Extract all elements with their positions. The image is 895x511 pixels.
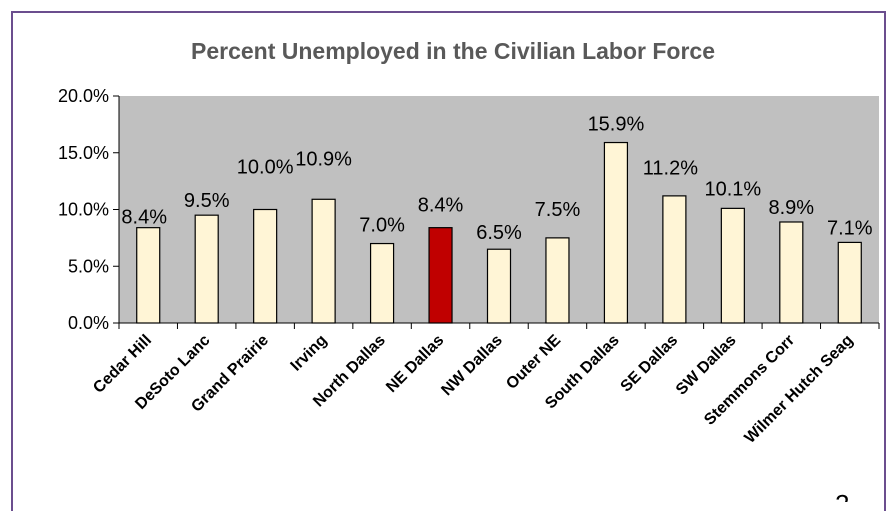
bar-sw-dallas — [720, 207, 745, 324]
y-tick-label: 5.0% — [68, 256, 109, 276]
data-label: 8.4% — [121, 207, 167, 229]
category-label: Wilmer Hutch Seag — [742, 332, 857, 447]
data-label: 15.9% — [588, 114, 645, 136]
y-tick-label: 15.0% — [58, 143, 109, 163]
axis-layer: 0.0% 5.0% 10.0% 15.0% 20.0% — [58, 86, 880, 333]
data-label: 9.5% — [184, 190, 230, 212]
data-label: 11.2% — [643, 158, 698, 180]
category-label: Outer NE — [503, 332, 564, 393]
category-label: NW Dallas — [438, 332, 505, 399]
data-label: 6.5% — [476, 222, 522, 244]
y-tick-label: 0.0% — [68, 313, 109, 333]
page-number: 2 — [835, 489, 849, 502]
bar-wilmer-hutch-seag — [837, 241, 862, 324]
chart-title: Percent Unemployed in the Civilian Labor… — [191, 38, 715, 64]
slide-frame: Percent Unemployed in the Civilian Labor… — [11, 11, 886, 511]
bar-outer-ne — [545, 237, 570, 324]
bar-chart: Percent Unemployed in the Civilian Labor… — [58, 38, 880, 502]
y-tick-label: 20.0% — [58, 86, 109, 106]
bar-north-dallas — [369, 242, 395, 324]
data-label: 7.0% — [359, 215, 405, 237]
bar-cedar-hill — [136, 227, 161, 324]
data-label: 7.1% — [827, 217, 873, 239]
bars-layer — [136, 141, 862, 324]
bar-nw-dallas — [486, 248, 512, 324]
data-label: 10.0% — [237, 157, 294, 179]
bar-irving — [311, 198, 336, 324]
bar-desoto-lanc — [194, 214, 219, 324]
bar-south-dallas — [603, 141, 629, 324]
data-label: 8.4% — [418, 195, 464, 217]
bar-se-dallas — [662, 195, 687, 324]
category-label: NE Dallas — [383, 332, 447, 396]
data-label: 10.9% — [295, 148, 352, 170]
category-label: SE Dallas — [618, 332, 682, 396]
y-tick-label: 10.0% — [58, 200, 109, 220]
data-label: 10.1% — [704, 178, 761, 200]
bar-stemmons-corr — [779, 221, 804, 324]
category-label: Irving — [288, 332, 331, 375]
bar-ne-dallas — [428, 227, 453, 324]
bar-grand-prairie — [253, 208, 278, 324]
data-label: 7.5% — [535, 199, 581, 221]
data-label: 8.9% — [769, 197, 815, 219]
